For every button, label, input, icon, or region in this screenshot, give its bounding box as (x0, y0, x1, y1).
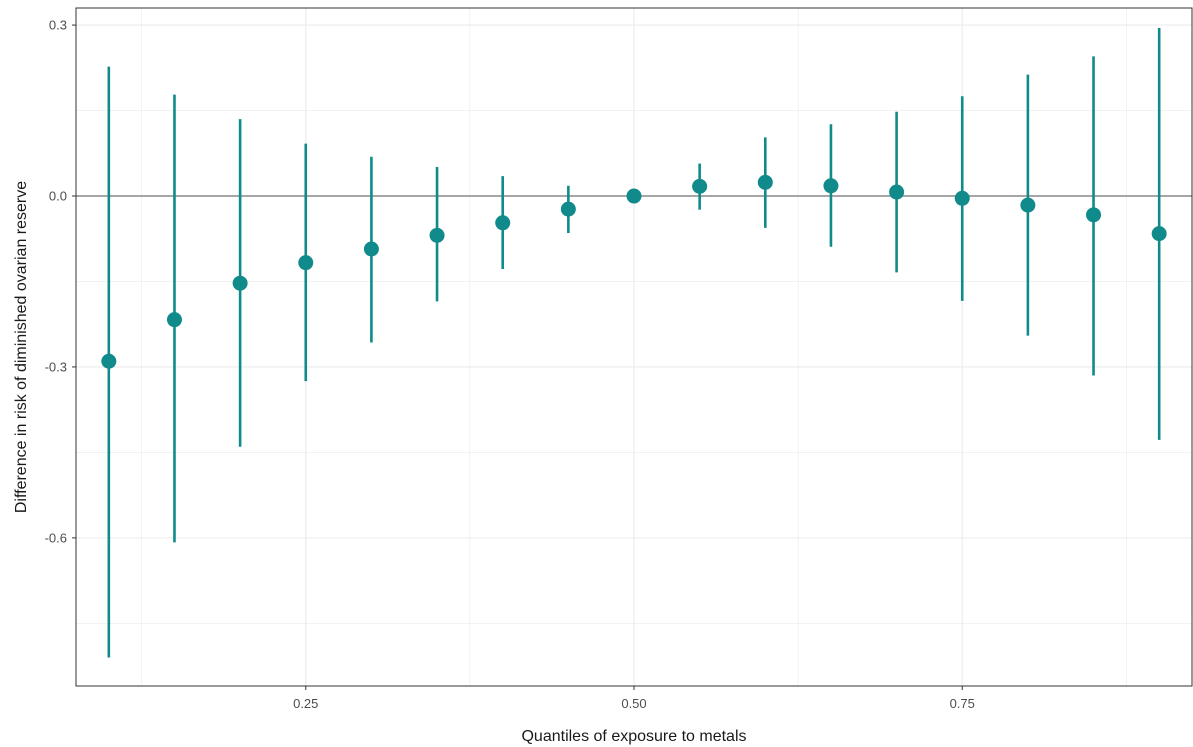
data-point (692, 178, 708, 194)
data-point (1020, 197, 1036, 213)
data-point (166, 312, 182, 328)
x-tick-label: 0.25 (293, 696, 318, 711)
x-tick-label: 0.50 (621, 696, 646, 711)
x-axis-title: Quantiles of exposure to metals (521, 728, 746, 745)
y-axis-title: Difference in risk of diminished ovarian… (13, 181, 30, 513)
data-point (1151, 226, 1167, 242)
data-point (298, 255, 314, 271)
data-point (101, 353, 117, 369)
data-point (626, 188, 642, 204)
data-point (954, 190, 970, 206)
data-point (232, 275, 248, 291)
data-point (757, 174, 773, 190)
data-marks (101, 27, 1167, 658)
grid-lines (76, 8, 1192, 686)
data-point (1086, 207, 1102, 223)
y-tick-label: -0.3 (45, 359, 67, 374)
data-point (363, 241, 379, 257)
data-point (560, 201, 576, 217)
axis-ticks: 0.25 0.50 0.75 -0.6 -0.3 0.0 0.3 (45, 18, 975, 711)
y-tick-label: 0.0 (49, 189, 67, 204)
y-tick-label: -0.6 (45, 530, 67, 545)
data-point (823, 178, 839, 194)
data-point (429, 227, 445, 243)
data-point (889, 184, 905, 200)
x-tick-label: 0.75 (950, 696, 975, 711)
data-point (495, 215, 511, 231)
y-tick-label: 0.3 (49, 18, 67, 33)
